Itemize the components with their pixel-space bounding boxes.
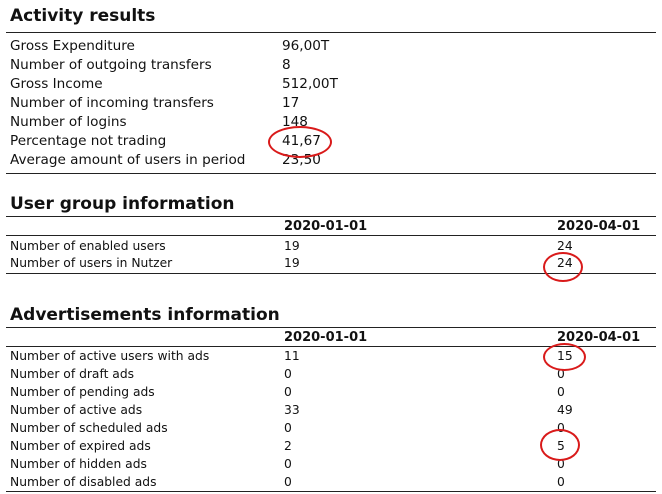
activity-row: Gross Expenditure 96,00T — [10, 37, 650, 56]
activity-label: Percentage not trading — [10, 133, 167, 149]
activity-value: 96,00T — [282, 38, 330, 54]
table-row: Number of scheduled ads 0 0 — [10, 420, 650, 437]
activity-label: Average amount of users in period — [10, 152, 246, 168]
row-value-date-2: 0 — [557, 421, 565, 435]
activity-label: Number of logins — [10, 114, 127, 130]
activity-value: 512,00T — [282, 76, 338, 92]
activity-row: Number of incoming transfers 17 — [10, 94, 650, 113]
row-value-date-1: 0 — [284, 367, 292, 381]
table-row: Number of hidden ads 0 0 — [10, 456, 650, 473]
row-label: Number of hidden ads — [10, 457, 147, 471]
column-header-date-1: 2020-01-01 — [284, 330, 368, 345]
row-value-date-1: 11 — [284, 349, 300, 363]
activity-row: Number of outgoing transfers 8 — [10, 56, 650, 75]
row-label: Number of expired ads — [10, 439, 151, 453]
row-value-date-1: 2 — [284, 439, 292, 453]
section-divider — [6, 32, 656, 33]
table-row: Number of enabled users 19 24 — [10, 238, 650, 255]
row-value-date-2: 0 — [557, 367, 565, 381]
section-divider — [6, 216, 656, 217]
activity-value: 17 — [282, 95, 300, 111]
row-value-date-2: 49 — [557, 403, 573, 417]
table-row: Number of pending ads 0 0 — [10, 384, 650, 401]
row-label: Number of disabled ads — [10, 475, 157, 489]
row-label: Number of enabled users — [10, 239, 166, 253]
row-label: Number of scheduled ads — [10, 421, 168, 435]
highlight-ellipse-users-in-nutzer — [543, 252, 583, 282]
section-divider — [6, 327, 656, 328]
row-value-date-1: 33 — [284, 403, 300, 417]
activity-row: Gross Income 512,00T — [10, 75, 650, 94]
activity-label: Number of outgoing transfers — [10, 57, 212, 73]
table-header-divider — [6, 346, 656, 347]
row-label: Number of users in Nutzer — [10, 256, 173, 270]
row-value-date-2: 0 — [557, 457, 565, 471]
row-value-date-1: 19 — [284, 239, 300, 253]
section-divider — [6, 173, 656, 174]
user-group-title: User group information — [10, 194, 235, 214]
highlight-ellipse-expired-ads — [540, 429, 580, 461]
highlight-ellipse-active-users-with-ads — [543, 343, 586, 371]
table-row: Number of active ads 33 49 — [10, 402, 650, 419]
row-label: Number of pending ads — [10, 385, 155, 399]
column-header-date-2: 2020-04-01 — [557, 219, 641, 234]
row-value-date-2: 0 — [557, 475, 565, 489]
row-value-date-2: 24 — [557, 239, 573, 253]
row-label: Number of draft ads — [10, 367, 135, 381]
activity-value: 8 — [282, 57, 291, 73]
section-divider — [6, 273, 656, 274]
row-label: Number of active ads — [10, 403, 143, 417]
table-row: Number of disabled ads 0 0 — [10, 474, 650, 491]
table-header-divider — [6, 235, 656, 236]
row-value-date-1: 0 — [284, 421, 292, 435]
row-value-date-1: 0 — [284, 385, 292, 399]
activity-label: Gross Income — [10, 76, 103, 92]
column-header-date-1: 2020-01-01 — [284, 219, 368, 234]
activity-row: Average amount of users in period 23,50 — [10, 151, 650, 170]
activity-label: Gross Expenditure — [10, 38, 135, 54]
activity-label: Number of incoming transfers — [10, 95, 214, 111]
row-value-date-1: 19 — [284, 256, 300, 270]
highlight-ellipse-percentage-not-trading — [268, 126, 332, 158]
row-value-date-1: 0 — [284, 457, 292, 471]
advertisements-title: Advertisements information — [10, 305, 280, 325]
column-header-date-2: 2020-04-01 — [557, 330, 641, 345]
activity-results-title: Activity results — [10, 6, 156, 26]
activity-row: Number of logins 148 — [10, 113, 650, 132]
row-label: Number of active users with ads — [10, 349, 210, 363]
section-divider — [6, 491, 656, 492]
row-value-date-2: 0 — [557, 385, 565, 399]
row-value-date-1: 0 — [284, 475, 292, 489]
table-row: Number of draft ads 0 0 — [10, 366, 650, 383]
